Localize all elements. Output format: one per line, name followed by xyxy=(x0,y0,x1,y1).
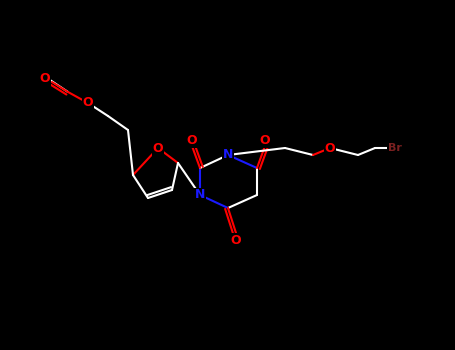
Text: O: O xyxy=(325,141,335,154)
Text: N: N xyxy=(223,148,233,161)
Text: O: O xyxy=(40,71,51,84)
Text: N: N xyxy=(195,189,205,202)
Text: O: O xyxy=(231,233,241,246)
Text: O: O xyxy=(83,97,93,110)
Text: O: O xyxy=(187,133,197,147)
Text: Br: Br xyxy=(388,143,402,153)
Text: O: O xyxy=(260,133,270,147)
Text: O: O xyxy=(153,141,163,154)
